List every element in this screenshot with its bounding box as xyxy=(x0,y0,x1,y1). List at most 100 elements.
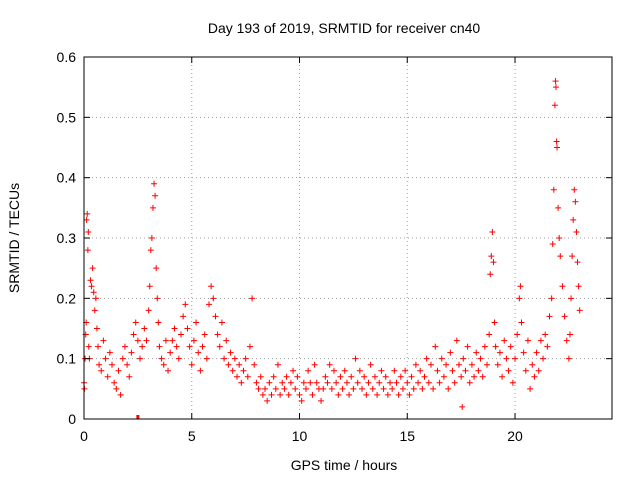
data-point xyxy=(573,228,580,235)
data-point xyxy=(554,144,561,151)
data-point xyxy=(153,265,160,272)
data-point xyxy=(462,367,469,374)
data-point xyxy=(378,367,385,374)
data-point xyxy=(83,216,90,223)
data-point xyxy=(570,216,577,223)
data-point xyxy=(423,355,430,362)
data-point xyxy=(292,385,299,392)
data-point xyxy=(563,337,570,344)
data-point xyxy=(503,355,510,362)
data-point xyxy=(540,355,547,362)
y-tick-label: 0.2 xyxy=(57,290,77,306)
data-point xyxy=(447,349,454,356)
data-point xyxy=(490,259,497,266)
data-point xyxy=(242,355,249,362)
data-point xyxy=(464,343,471,350)
data-point xyxy=(548,295,555,302)
data-point xyxy=(311,361,318,368)
data-point xyxy=(203,355,210,362)
data-point xyxy=(221,355,228,362)
data-point xyxy=(404,379,411,386)
data-point xyxy=(285,391,292,398)
data-point xyxy=(509,379,516,386)
data-point xyxy=(574,259,581,266)
data-point xyxy=(91,307,98,314)
data-point xyxy=(371,373,378,380)
y-tick-label: 0.6 xyxy=(57,49,77,65)
data-point xyxy=(553,138,560,145)
data-point xyxy=(569,253,576,260)
data-point xyxy=(236,361,243,368)
data-point xyxy=(576,307,583,314)
data-point xyxy=(262,385,269,392)
data-point xyxy=(98,367,105,374)
data-point xyxy=(565,355,572,362)
data-point xyxy=(84,210,91,217)
data-point xyxy=(229,367,236,374)
data-point xyxy=(496,349,503,356)
data-point xyxy=(152,192,159,199)
data-point xyxy=(542,331,549,338)
x-tick-label: 20 xyxy=(507,428,523,444)
data-point xyxy=(266,379,273,386)
data-point xyxy=(555,204,562,211)
data-point xyxy=(328,385,335,392)
data-point xyxy=(348,373,355,380)
data-point xyxy=(479,373,486,380)
data-point xyxy=(520,349,527,356)
data-point xyxy=(487,271,494,278)
data-point xyxy=(559,283,566,290)
data-point-marker xyxy=(136,415,140,419)
data-point xyxy=(227,349,234,356)
data-point xyxy=(128,349,135,356)
data-point xyxy=(512,355,519,362)
data-point xyxy=(205,301,212,308)
data-point xyxy=(296,391,303,398)
data-point xyxy=(155,319,162,326)
x-tick-label: 5 xyxy=(188,428,196,444)
data-point xyxy=(171,325,178,332)
data-point xyxy=(134,337,141,344)
data-point xyxy=(249,295,256,302)
data-point xyxy=(440,373,447,380)
data-point xyxy=(169,337,176,344)
data-point xyxy=(380,385,387,392)
data-point xyxy=(160,361,167,368)
data-point xyxy=(89,265,96,272)
data-point xyxy=(475,367,482,374)
data-point xyxy=(369,385,376,392)
data-point xyxy=(363,391,370,398)
data-point xyxy=(154,295,161,302)
data-point xyxy=(561,313,568,320)
data-point xyxy=(522,367,529,374)
data-point xyxy=(330,367,337,374)
data-point xyxy=(137,355,144,362)
x-tick-label: 10 xyxy=(292,428,308,444)
data-point xyxy=(533,349,540,356)
data-point xyxy=(197,367,204,374)
data-point xyxy=(524,337,531,344)
data-point xyxy=(87,277,94,284)
data-point xyxy=(147,247,154,254)
data-point xyxy=(341,367,348,374)
data-point xyxy=(359,385,366,392)
data-point xyxy=(111,379,118,386)
data-point xyxy=(393,379,400,386)
data-point xyxy=(182,301,189,308)
data-point xyxy=(244,373,251,380)
data-point xyxy=(132,319,139,326)
data-point xyxy=(406,391,413,398)
data-point xyxy=(489,228,496,235)
data-point xyxy=(556,235,563,241)
data-point xyxy=(270,373,277,380)
data-point xyxy=(255,385,262,392)
data-points xyxy=(81,78,583,419)
data-point xyxy=(121,343,128,350)
data-point xyxy=(294,373,301,380)
data-point xyxy=(531,373,538,380)
data-point xyxy=(195,349,202,356)
data-point xyxy=(436,379,443,386)
data-point xyxy=(481,343,488,350)
data-point xyxy=(104,373,111,380)
